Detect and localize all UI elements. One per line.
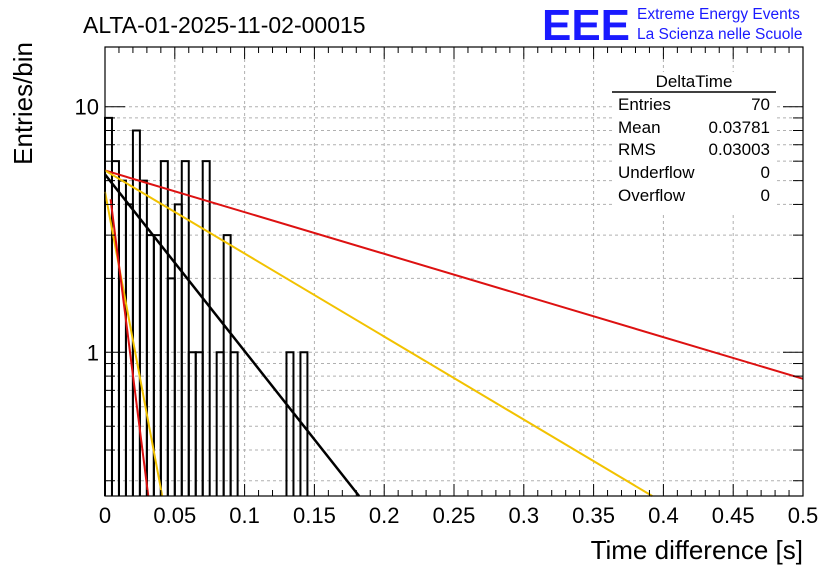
fit-orange-steep xyxy=(104,191,164,497)
y-tick-label: 1 xyxy=(87,340,99,365)
chart-title: ALTA-01-2025-11-02-00015 xyxy=(83,12,366,38)
histogram-bin xyxy=(229,351,239,496)
fit-black xyxy=(104,173,361,497)
histogram-bin xyxy=(159,160,169,496)
histogram-bin xyxy=(194,351,204,496)
histogram-bin xyxy=(117,179,127,496)
stats-mean-label: Mean xyxy=(618,118,661,137)
x-axis-title: Time difference [s] xyxy=(591,535,803,565)
logo-line1: Extreme Energy Events xyxy=(637,6,800,23)
logo-line2: La Scienza nelle Scuole xyxy=(637,26,802,43)
stats-name: DeltaTime xyxy=(656,72,733,91)
stats-mean-value: 0.03781 xyxy=(709,118,770,137)
x-tick-label: 0.4 xyxy=(648,503,679,528)
fit-red-slow xyxy=(104,169,804,380)
x-tick-label: 0.25 xyxy=(433,503,476,528)
grid-lines xyxy=(104,47,804,496)
stats-rms-value: 0.03003 xyxy=(709,140,770,159)
x-tick-label: 0.3 xyxy=(509,503,540,528)
stats-underflow-value: 0 xyxy=(761,163,770,182)
histogram-bin xyxy=(173,203,183,496)
x-tick-label: 0.05 xyxy=(153,503,196,528)
x-tick-label: 0.45 xyxy=(712,503,755,528)
stats-box: DeltaTime Entries 70 Mean 0.03781 RMS 0.… xyxy=(612,72,776,212)
histogram-bin xyxy=(166,277,176,496)
x-tick-label: 0.35 xyxy=(572,503,615,528)
logo-mark: EEE xyxy=(542,1,630,50)
stats-overflow-label: Overflow xyxy=(618,186,686,205)
histogram-bin xyxy=(145,234,155,496)
axis-ticks: 0 0.05 0.1 0.15 0.2 0.25 0.3 0.35 0.4 0.45 0.5 1 10 xyxy=(75,47,819,528)
fit-lines xyxy=(104,169,804,497)
stats-overflow-value: 0 xyxy=(761,186,770,205)
stats-entries-value: 70 xyxy=(751,95,770,114)
eee-logo: EEE Extreme Energy Events La Scienza nel… xyxy=(542,1,802,50)
histogram-bin xyxy=(299,351,309,496)
y-axis-title: Entries/bin xyxy=(8,42,38,165)
stats-rms-label: RMS xyxy=(618,140,656,159)
x-tick-label: 0.1 xyxy=(229,503,260,528)
stats-underflow-label: Underflow xyxy=(618,163,695,182)
x-tick-label: 0 xyxy=(99,503,111,528)
histogram-bin xyxy=(215,351,225,496)
x-tick-label: 0.2 xyxy=(369,503,400,528)
histogram-bin xyxy=(222,234,232,496)
stats-box-bg xyxy=(612,72,776,212)
fit-orange-medium xyxy=(104,169,653,497)
histogram-bin xyxy=(131,129,141,496)
fit-red-steep xyxy=(109,199,150,497)
histogram-bin xyxy=(285,351,295,496)
x-tick-label: 0.5 xyxy=(788,503,819,528)
y-tick-label: 10 xyxy=(75,95,99,120)
histogram-bin xyxy=(201,160,211,496)
histogram xyxy=(104,116,309,496)
histogram-bin xyxy=(187,351,197,496)
histogram-bin xyxy=(180,160,190,496)
stats-entries-label: Entries xyxy=(618,95,671,114)
x-tick-label: 0.15 xyxy=(293,503,336,528)
